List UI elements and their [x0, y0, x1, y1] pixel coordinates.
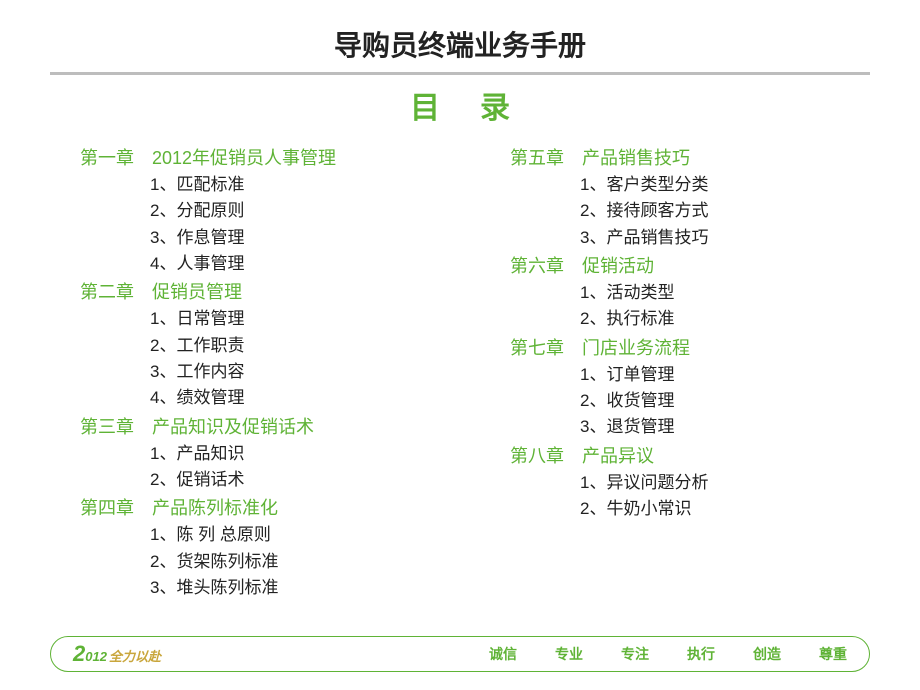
logo-year-small: 012: [85, 649, 107, 664]
chapter-item: 1、活动类型: [580, 280, 840, 306]
page-title: 导购员终端业务手册: [0, 0, 920, 72]
footer-values: 诚信 专业 专注 执行 创造 尊重: [489, 644, 847, 664]
chapter: 第七章 门店业务流程1、订单管理2、收货管理3、退货管理: [510, 335, 840, 441]
chapter-title: 第八章 产品异议: [510, 443, 840, 470]
chapter-items: 1、陈 列 总原则2、货架陈列标准3、堆头陈列标准: [80, 522, 410, 601]
chapter-item: 1、陈 列 总原则: [150, 522, 410, 548]
chapter-title: 第三章 产品知识及促销话术: [80, 414, 410, 441]
chapter-item: 1、客户类型分类: [580, 172, 840, 198]
chapter-items: 1、产品知识2、促销话术: [80, 441, 410, 494]
footer-bar: 2 012 全力以赴 诚信 专业 专注 执行 创造 尊重: [50, 636, 870, 672]
chapter-items: 1、日常管理2、工作职责3、工作内容4、绩效管理: [80, 306, 410, 411]
chapter-item: 3、产品销售技巧: [580, 225, 840, 251]
chapter-item: 4、绩效管理: [150, 385, 410, 411]
chapter-item: 1、日常管理: [150, 306, 410, 332]
chapter: 第五章 产品销售技巧1、客户类型分类2、接待顾客方式3、产品销售技巧: [510, 145, 840, 251]
footer-value: 诚信: [489, 644, 517, 664]
footer-value: 专业: [555, 644, 583, 664]
chapter-item: 1、匹配标准: [150, 172, 410, 198]
logo-year-big: 2: [73, 641, 85, 667]
footer-value: 专注: [621, 644, 649, 664]
chapter-item: 2、工作职责: [150, 333, 410, 359]
chapter-item: 3、作息管理: [150, 225, 410, 251]
footer-value: 尊重: [819, 644, 847, 664]
chapter-items: 1、活动类型2、执行标准: [510, 280, 840, 333]
toc-columns: 第一章 2012年促销员人事管理1、匹配标准2、分配原则3、作息管理4、人事管理…: [0, 145, 920, 603]
chapter-items: 1、匹配标准2、分配原则3、作息管理4、人事管理: [80, 172, 410, 277]
chapter-title: 第五章 产品销售技巧: [510, 145, 840, 172]
footer-value: 创造: [753, 644, 781, 664]
left-column: 第一章 2012年促销员人事管理1、匹配标准2、分配原则3、作息管理4、人事管理…: [80, 145, 410, 603]
chapter-items: 1、订单管理2、收货管理3、退货管理: [510, 362, 840, 441]
chapter: 第二章 促销员管理1、日常管理2、工作职责3、工作内容4、绩效管理: [80, 279, 410, 411]
chapter-item: 1、产品知识: [150, 441, 410, 467]
footer-value: 执行: [687, 644, 715, 664]
chapter-title: 第四章 产品陈列标准化: [80, 495, 410, 522]
chapter-title: 第六章 促销活动: [510, 253, 840, 280]
chapter-items: 1、客户类型分类2、接待顾客方式3、产品销售技巧: [510, 172, 840, 251]
title-underline: [50, 72, 870, 75]
chapter-item: 1、订单管理: [580, 362, 840, 388]
footer-logo: 2 012 全力以赴: [73, 641, 161, 667]
chapter: 第一章 2012年促销员人事管理1、匹配标准2、分配原则3、作息管理4、人事管理: [80, 145, 410, 277]
chapter-item: 2、分配原则: [150, 198, 410, 224]
chapter-item: 2、收货管理: [580, 388, 840, 414]
logo-slogan: 全力以赴: [109, 646, 161, 665]
right-column: 第五章 产品销售技巧1、客户类型分类2、接待顾客方式3、产品销售技巧第六章 促销…: [510, 145, 840, 603]
chapter-item: 2、货架陈列标准: [150, 549, 410, 575]
chapter-item: 2、牛奶小常识: [580, 496, 840, 522]
chapter-title: 第二章 促销员管理: [80, 279, 410, 306]
chapter-item: 2、接待顾客方式: [580, 198, 840, 224]
chapter: 第三章 产品知识及促销话术1、产品知识2、促销话术: [80, 414, 410, 494]
chapter-item: 1、异议问题分析: [580, 470, 840, 496]
chapter-item: 3、退货管理: [580, 414, 840, 440]
chapter-items: 1、异议问题分析2、牛奶小常识: [510, 470, 840, 523]
chapter-item: 2、执行标准: [580, 306, 840, 332]
chapter: 第六章 促销活动1、活动类型2、执行标准: [510, 253, 840, 333]
chapter: 第八章 产品异议1、异议问题分析2、牛奶小常识: [510, 443, 840, 523]
chapter: 第四章 产品陈列标准化1、陈 列 总原则2、货架陈列标准3、堆头陈列标准: [80, 495, 410, 601]
chapter-item: 4、人事管理: [150, 251, 410, 277]
chapter-title: 第七章 门店业务流程: [510, 335, 840, 362]
toc-title: 目录: [0, 83, 920, 127]
chapter-item: 2、促销话术: [150, 467, 410, 493]
chapter-item: 3、工作内容: [150, 359, 410, 385]
chapter-title: 第一章 2012年促销员人事管理: [80, 145, 410, 172]
chapter-item: 3、堆头陈列标准: [150, 575, 410, 601]
